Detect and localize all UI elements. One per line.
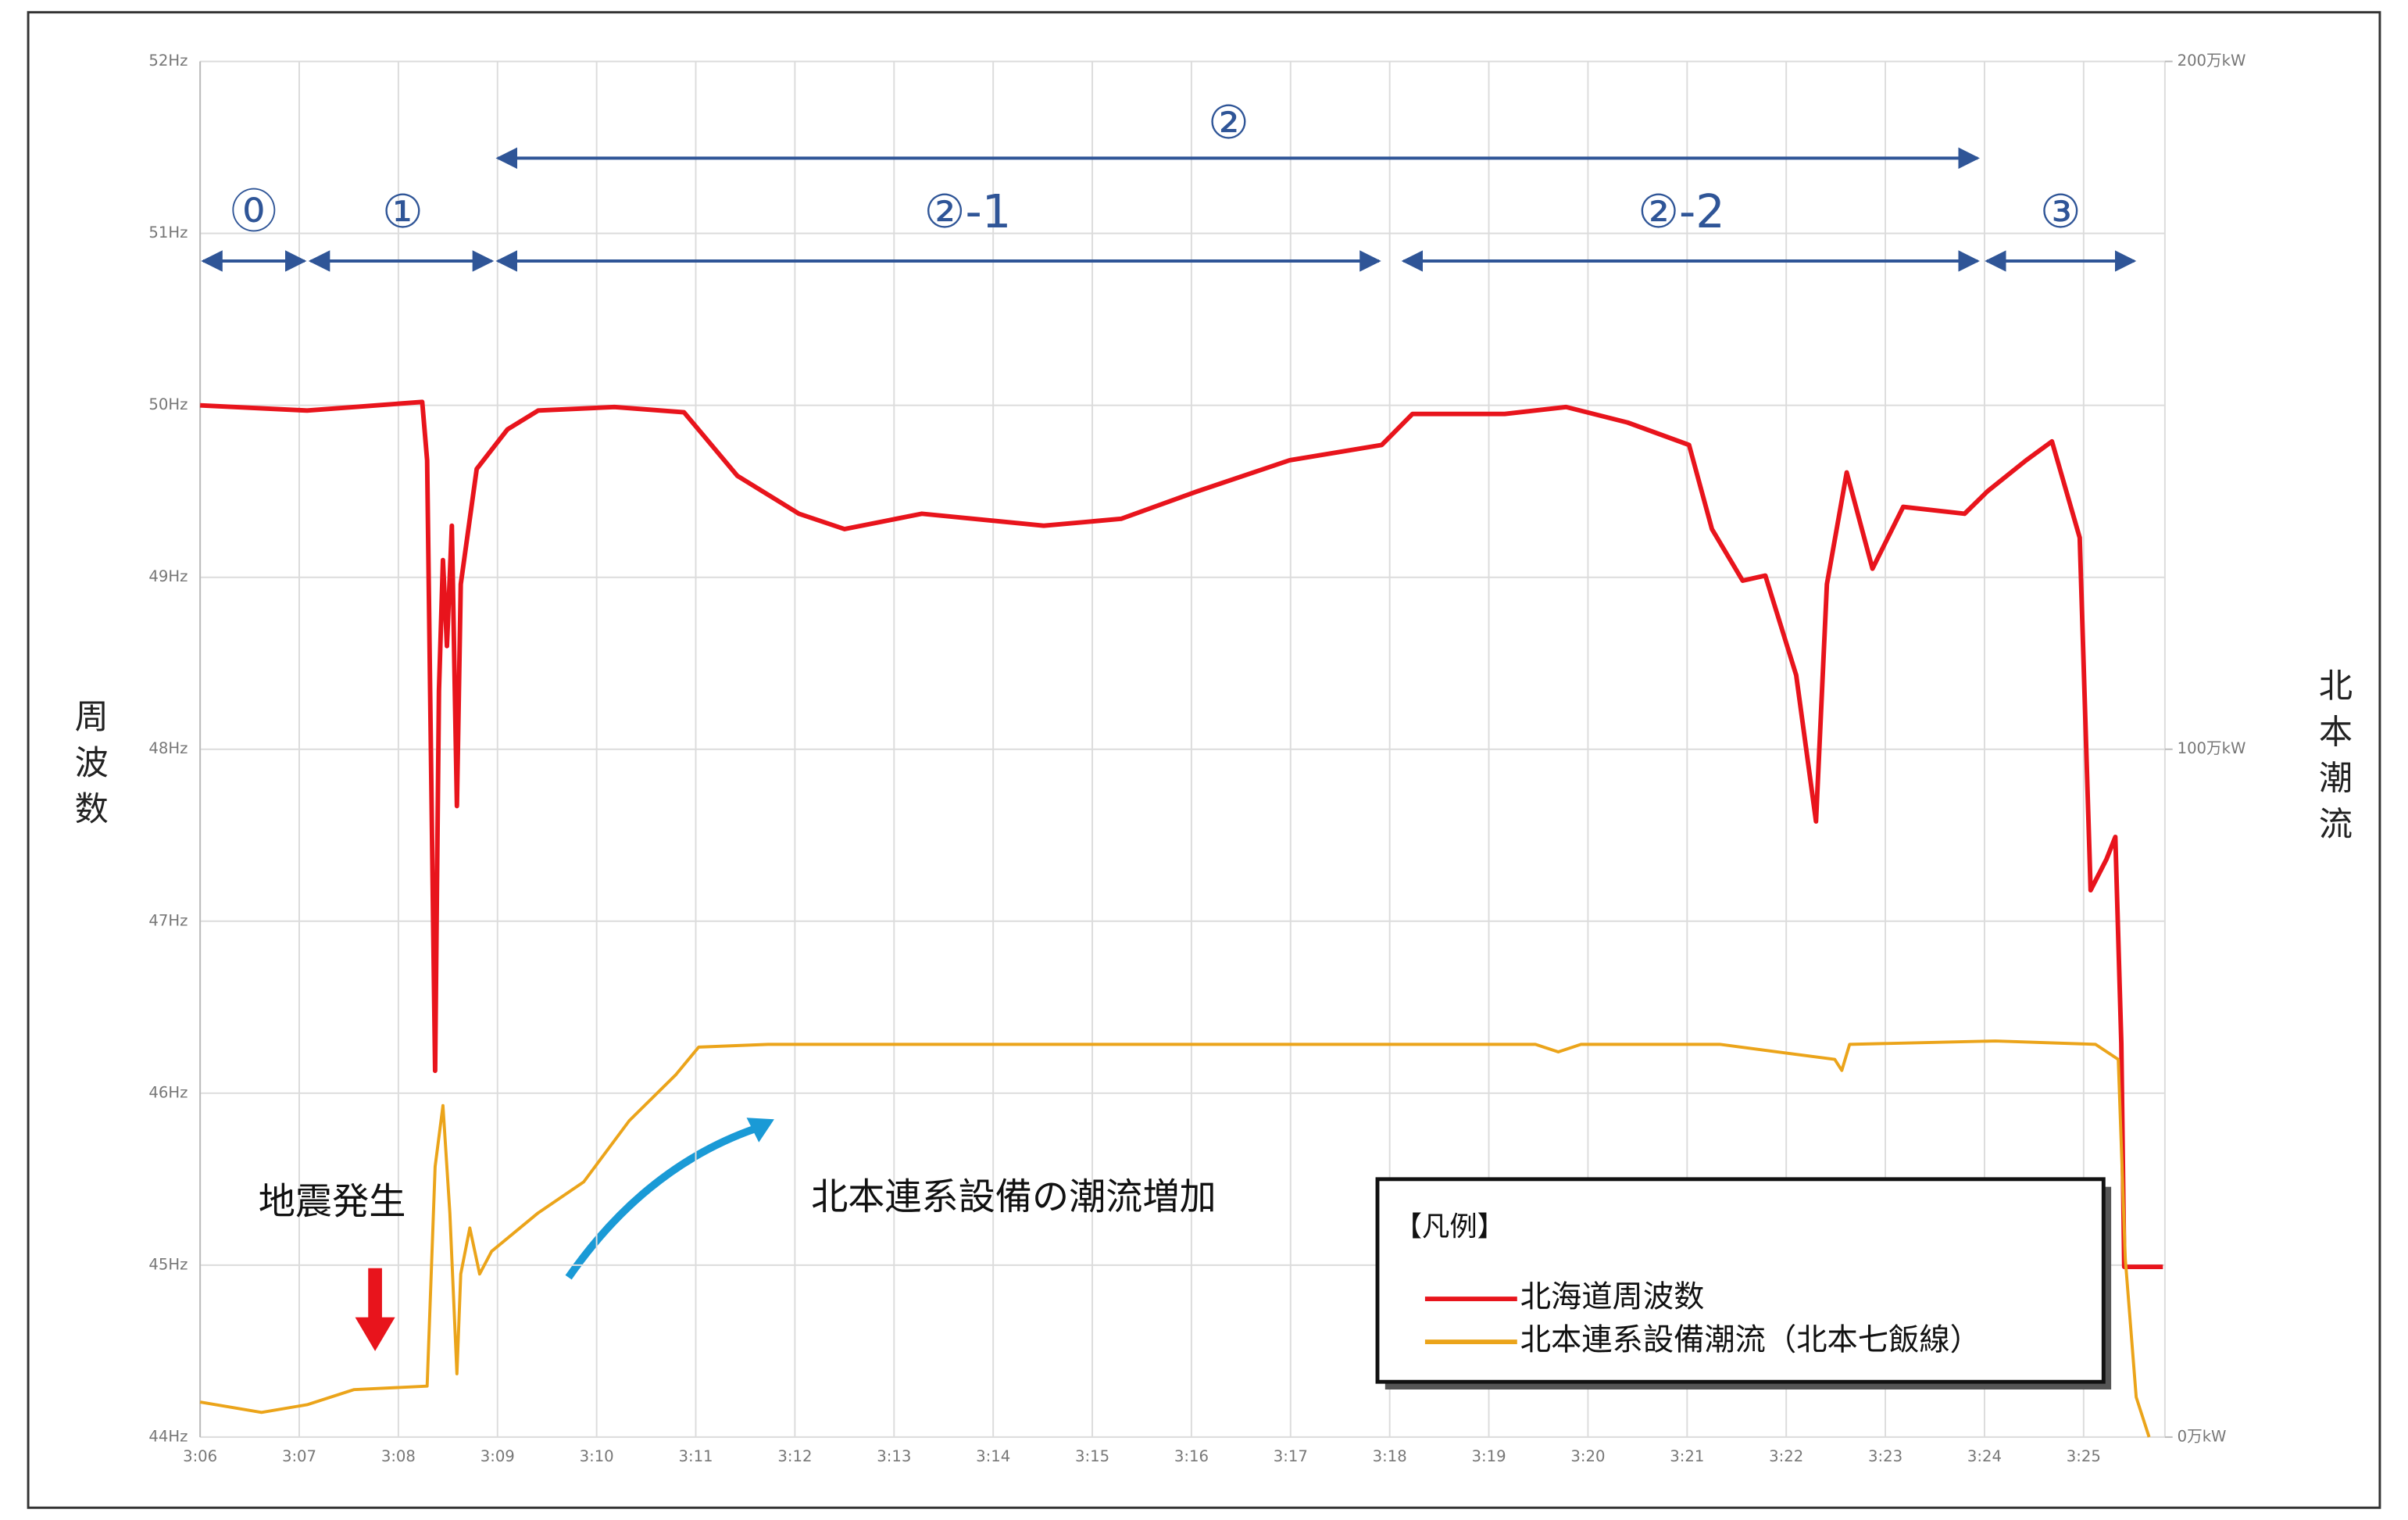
x-tick-label: 3:17: [1274, 1447, 1308, 1465]
y2-tick-label: 200万kW: [2178, 52, 2246, 70]
y-tick-label: 48Hz: [148, 739, 188, 757]
phase-label: ⓪: [230, 184, 277, 238]
x-tick-label: 3:12: [777, 1447, 812, 1465]
x-tick-label: 3:24: [1967, 1447, 2002, 1465]
legend-label: 北海道周波数: [1520, 1280, 1705, 1315]
x-tick-label: 3:20: [1570, 1447, 1605, 1465]
x-tick-label: 3:07: [282, 1447, 316, 1465]
y-tick-label: 46Hz: [148, 1083, 188, 1101]
y2-axis-label: 北本潮流: [2313, 668, 2353, 853]
y-tick-label: 50Hz: [148, 395, 188, 413]
x-tick-label: 3:10: [580, 1447, 614, 1465]
y-tick-label: 51Hz: [148, 224, 188, 241]
x-tick-label: 3:19: [1472, 1447, 1506, 1465]
y-axis-label: 周波数: [69, 699, 108, 837]
x-tick-label: 3:11: [678, 1447, 713, 1465]
phase-label: ②-1: [924, 184, 1012, 238]
y-tick-label: 49Hz: [148, 567, 188, 585]
x-tick-label: 3:25: [2067, 1447, 2101, 1465]
phase-label: ②-2: [1638, 184, 1725, 238]
phase-label: ③: [2040, 184, 2081, 238]
annotation: 地震発生: [259, 1180, 406, 1223]
x-tick-label: 3:22: [1769, 1447, 1803, 1465]
annotation: 北本連系設備の潮流増加: [811, 1175, 1217, 1218]
arrow-annotations: [355, 1118, 774, 1351]
y2-tick-label: 100万kW: [2178, 739, 2246, 757]
x-tick-label: 3:13: [877, 1447, 911, 1465]
x-tick-label: 3:16: [1174, 1447, 1209, 1465]
phase-label: ①: [382, 184, 423, 238]
frame: [27, 11, 2381, 1509]
x-tick-label: 3:08: [381, 1447, 416, 1465]
x-tick-label: 3:15: [1075, 1447, 1109, 1465]
y-tick-label: 45Hz: [148, 1255, 188, 1273]
series-line: [199, 399, 2163, 1269]
phase-annotations: ⓪ ① ② ②-1 ②-2 ③: [201, 95, 2137, 272]
x-tick-label: 3:09: [481, 1447, 515, 1465]
x-tick-label: 3:14: [976, 1447, 1010, 1465]
x-tick-label: 3:06: [183, 1447, 217, 1465]
y-tick-label: 52Hz: [148, 52, 188, 70]
y-tick-label: 44Hz: [148, 1427, 188, 1445]
x-tick-label: 3:18: [1373, 1447, 1407, 1465]
x-tick-label: 3:23: [1868, 1447, 1902, 1465]
legend-title: 【凡例】: [1395, 1211, 1505, 1243]
legend-label: 北本連系設備潮流（北本七飯線）: [1520, 1323, 1981, 1358]
series-line: [199, 1039, 2151, 1438]
x-tick-label: 3:21: [1670, 1447, 1704, 1465]
phase-label: ②: [1208, 95, 1249, 149]
y2-tick-label: 0万kW: [2178, 1427, 2227, 1445]
y-tick-label: 47Hz: [148, 911, 188, 929]
legend-box: [1375, 1177, 2106, 1384]
